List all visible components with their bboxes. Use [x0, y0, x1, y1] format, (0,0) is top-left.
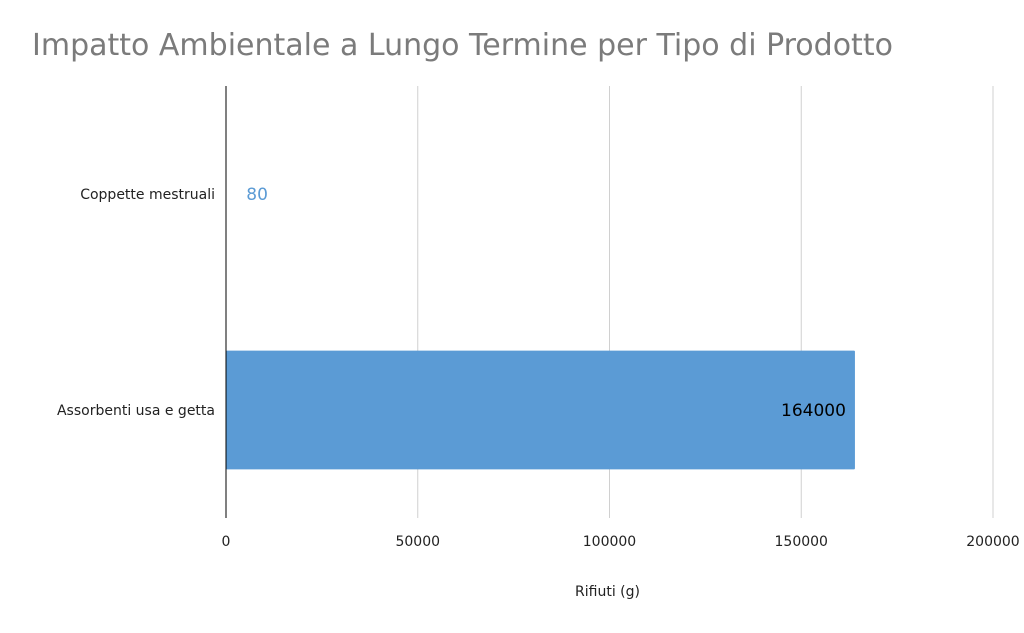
data-label: 80	[246, 185, 268, 205]
category-label: Coppette mestruali	[80, 187, 215, 203]
x-tick-label: 0	[222, 534, 231, 550]
bar	[226, 350, 855, 470]
x-tick-label: 100000	[583, 534, 636, 550]
x-tick-label: 50000	[395, 534, 440, 550]
x-axis-ticks: 0 50000 100000 150000 200000	[222, 534, 1020, 550]
data-label: 164000	[781, 401, 846, 421]
x-tick-label: 200000	[966, 534, 1019, 550]
chart-title: Impatto Ambientale a Lungo Termine per T…	[32, 28, 893, 63]
category-labels: Coppette mestruali Assorbenti usa e getta	[57, 187, 215, 419]
bars	[226, 134, 855, 470]
x-axis-title: Rifiuti (g)	[575, 584, 640, 600]
data-labels: 80 164000	[246, 185, 846, 421]
x-tick-label: 150000	[775, 534, 828, 550]
category-label: Assorbenti usa e getta	[57, 403, 215, 419]
